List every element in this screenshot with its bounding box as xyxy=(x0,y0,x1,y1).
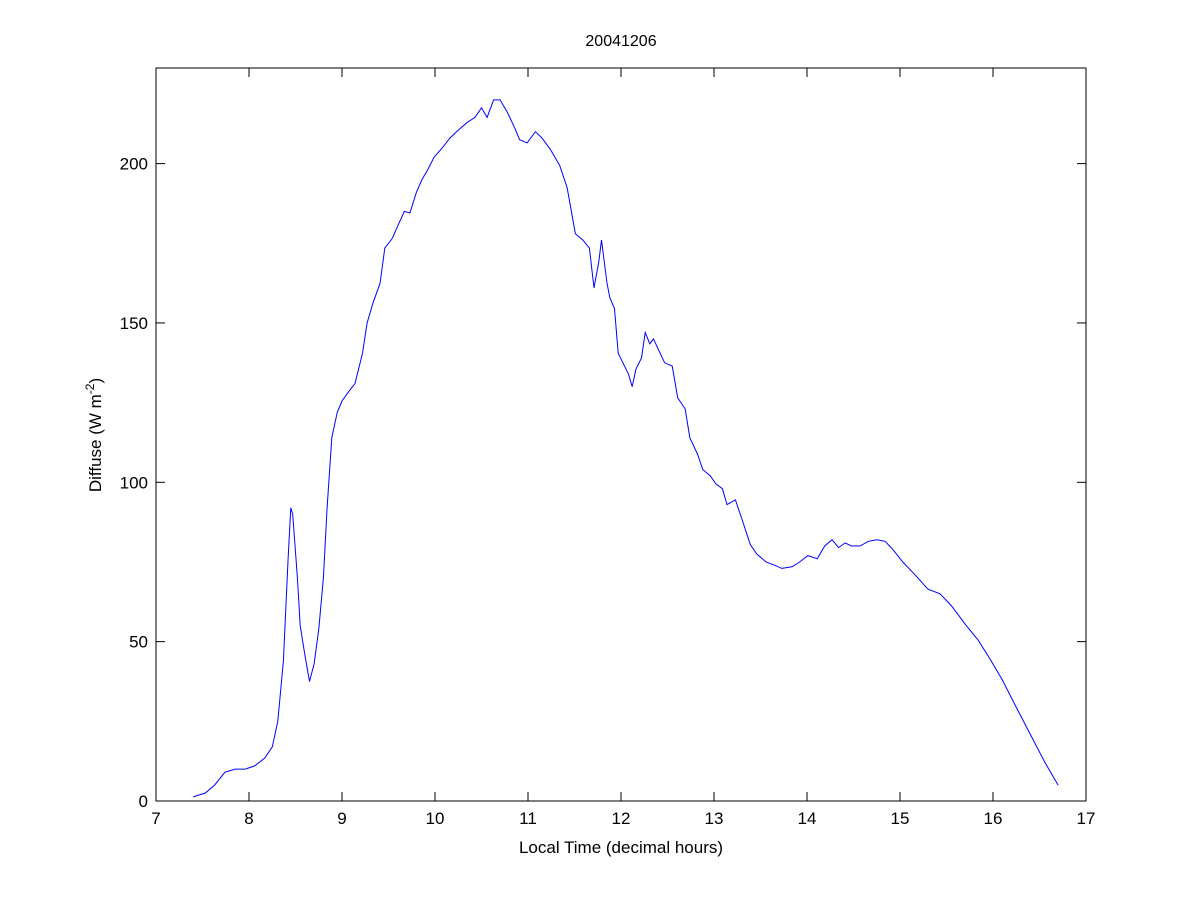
x-tick-label: 13 xyxy=(705,809,724,828)
x-tick-label: 11 xyxy=(519,809,537,828)
x-tick-label: 17 xyxy=(1077,809,1096,828)
x-tick-label: 14 xyxy=(798,809,817,828)
x-axis-label: Local Time (decimal hours) xyxy=(519,838,723,857)
x-tick-label: 15 xyxy=(891,809,910,828)
y-axis-label-superscript: -2 xyxy=(83,383,97,394)
y-axis-label-main: Diffuse (W m xyxy=(86,394,105,492)
y-axis-label: Diffuse (W m-2) xyxy=(83,378,105,492)
y-tick-label: 200 xyxy=(120,155,148,174)
x-tick-label: 9 xyxy=(337,809,346,828)
x-tick-label: 7 xyxy=(151,809,160,828)
y-tick-label: 100 xyxy=(120,473,148,492)
y-tick-label: 50 xyxy=(129,633,148,652)
x-tick-label: 12 xyxy=(612,809,631,828)
x-axis: 7 8 9 10 11 12 13 14 15 16 17 xyxy=(151,68,1095,828)
y-tick-label: 0 xyxy=(139,792,148,811)
y-axis-label-suffix: ) xyxy=(86,378,105,384)
chart-title: 20041206 xyxy=(585,33,656,50)
y-tick-label: 150 xyxy=(120,314,148,333)
x-tick-label: 16 xyxy=(984,809,1003,828)
x-tick-label: 8 xyxy=(244,809,253,828)
plot-area xyxy=(155,67,1087,802)
x-tick-label: 10 xyxy=(426,809,445,828)
series-line xyxy=(193,99,1059,798)
y-axis: 0 50 100 150 200 xyxy=(120,155,1086,811)
